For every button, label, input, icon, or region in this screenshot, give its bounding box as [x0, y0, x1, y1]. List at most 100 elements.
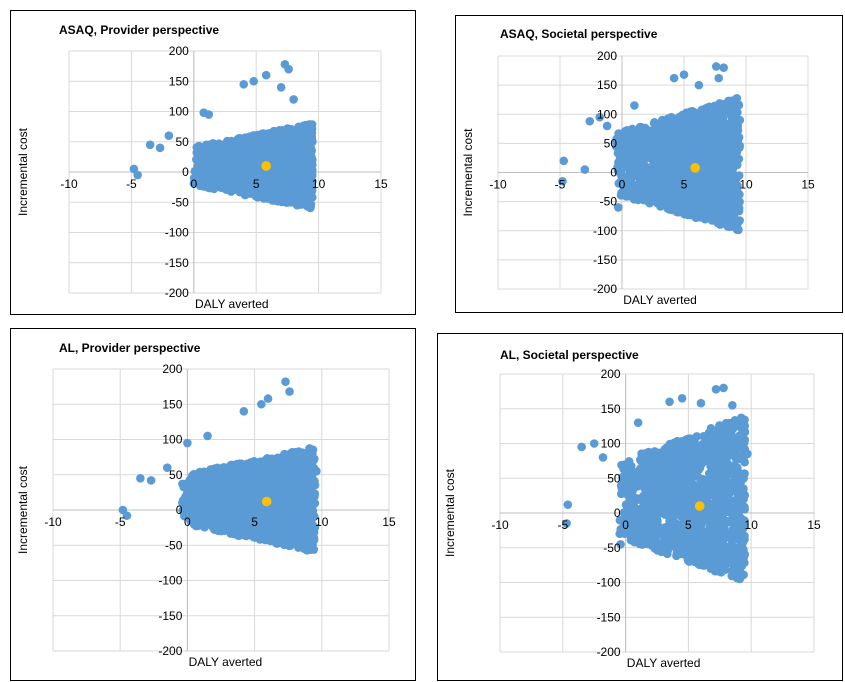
data-point — [203, 432, 212, 441]
data-point — [694, 122, 703, 131]
x-tick-label: 10 — [312, 177, 326, 191]
x-tick-label: 15 — [382, 515, 396, 529]
data-point — [715, 133, 724, 142]
data-point — [627, 134, 636, 143]
data-point — [233, 146, 242, 155]
y-tick-label: -200 — [165, 286, 189, 300]
data-point — [288, 448, 297, 457]
data-point — [262, 524, 271, 533]
data-point — [617, 191, 626, 200]
data-point — [226, 500, 235, 509]
data-point — [304, 476, 313, 485]
data-point — [736, 116, 745, 125]
data-point — [733, 225, 742, 234]
x-tick-label: 0 — [190, 177, 197, 191]
y-axis-title: Incremental cost — [461, 128, 475, 217]
data-point — [194, 166, 203, 175]
data-point — [156, 144, 165, 153]
data-point — [278, 142, 287, 151]
data-point — [270, 485, 279, 494]
data-point — [196, 486, 205, 495]
x-axis-title: DALY averted — [189, 655, 263, 669]
data-point — [658, 116, 667, 125]
data-point — [260, 171, 269, 180]
data-point — [304, 202, 313, 211]
data-point — [220, 527, 229, 536]
data-point — [262, 71, 271, 80]
data-point — [297, 453, 306, 462]
data-point — [585, 117, 594, 126]
data-point — [136, 474, 145, 483]
data-point — [603, 122, 612, 131]
y-tick-label: -200 — [593, 282, 617, 296]
x-tick-label: -10 — [489, 178, 507, 192]
data-point — [246, 155, 255, 164]
data-point — [219, 470, 228, 479]
data-point — [247, 139, 256, 148]
data-point — [301, 494, 310, 503]
data-point — [278, 154, 287, 163]
data-point — [289, 95, 298, 104]
data-point — [284, 65, 293, 74]
x-tick-label: -5 — [555, 178, 566, 192]
data-point — [278, 520, 287, 529]
data-point — [296, 461, 305, 470]
data-point — [648, 155, 657, 164]
data-point — [267, 508, 276, 517]
data-point — [217, 176, 226, 185]
data-point — [648, 197, 657, 206]
chart-title: ASAQ, Provider perspective — [59, 23, 219, 37]
data-point — [302, 186, 311, 195]
data-point — [204, 110, 213, 119]
data-point — [287, 470, 296, 479]
data-point — [211, 473, 220, 482]
y-tick-label: 0 — [610, 166, 617, 180]
data-point — [146, 140, 155, 149]
data-point — [701, 156, 710, 165]
data-point — [302, 523, 311, 532]
data-point — [281, 377, 290, 386]
x-tick-label: -10 — [60, 177, 78, 191]
data-point — [214, 144, 223, 153]
data-point — [260, 186, 269, 195]
data-point — [267, 477, 276, 486]
data-point — [308, 137, 317, 146]
data-point — [707, 139, 716, 148]
data-point — [680, 70, 689, 79]
data-point — [720, 118, 729, 127]
data-point — [240, 407, 249, 416]
data-point — [252, 192, 261, 201]
data-point — [302, 468, 311, 477]
data-point — [733, 148, 742, 157]
data-point — [559, 157, 568, 166]
data-point — [688, 107, 697, 116]
data-point — [710, 154, 719, 163]
data-point — [654, 127, 663, 136]
data-point — [697, 132, 706, 141]
data-point — [186, 498, 195, 507]
data-point — [236, 186, 245, 195]
data-point — [210, 525, 219, 534]
data-point — [285, 486, 294, 495]
data-point — [241, 482, 250, 491]
y-tick-label: -100 — [165, 226, 189, 240]
data-point — [239, 80, 248, 89]
data-point — [729, 194, 738, 203]
y-tick-label: -100 — [158, 574, 182, 588]
data-point — [715, 196, 724, 205]
data-point — [228, 529, 237, 538]
data-point — [291, 522, 300, 531]
data-point — [719, 63, 728, 72]
data-point — [659, 176, 668, 185]
data-point — [646, 138, 655, 147]
data-point — [674, 154, 683, 163]
data-point — [267, 534, 276, 543]
data-point — [235, 135, 244, 144]
data-point — [670, 74, 679, 83]
data-point — [239, 467, 248, 476]
data-point — [714, 74, 723, 83]
data-point — [165, 131, 174, 140]
data-point — [223, 161, 232, 170]
